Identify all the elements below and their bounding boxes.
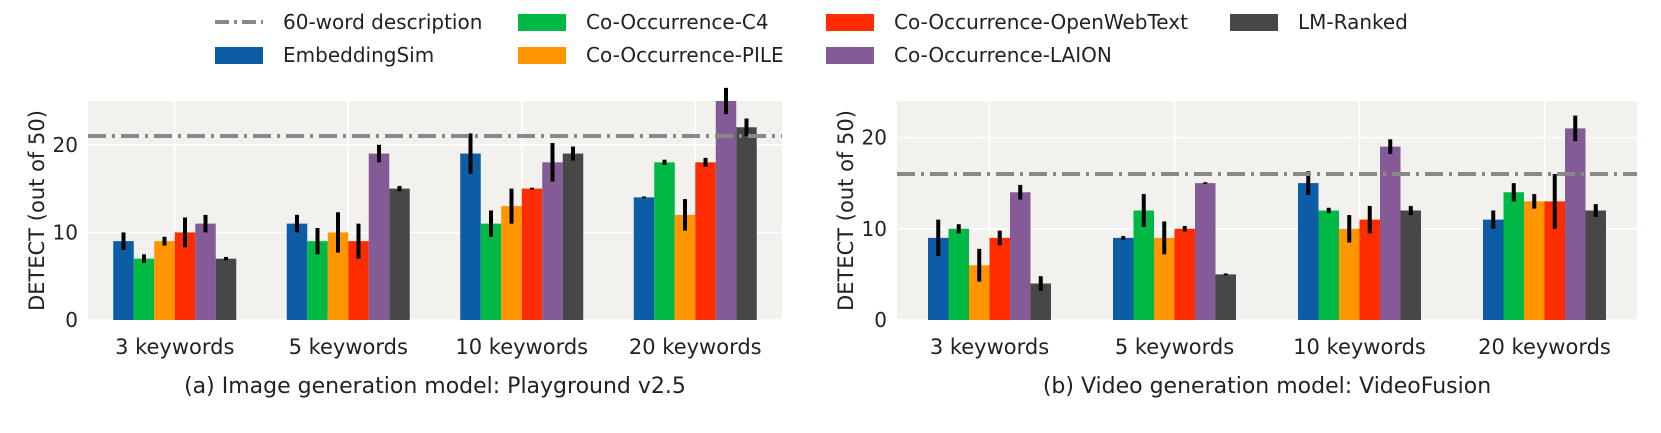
y-tick-label: 20 bbox=[862, 126, 887, 150]
bar-lm-ranked-20-keywords bbox=[1585, 210, 1606, 320]
x-tick-label: 10 keywords bbox=[455, 335, 588, 359]
chart-legend: 60-word description EmbeddingSim Co-Occurr… bbox=[215, 10, 1408, 67]
x-tick-label: 5 keywords bbox=[289, 335, 408, 359]
x-tick-label: 10 keywords bbox=[1293, 335, 1426, 359]
bar-co-occurrence-laion-20-keywords bbox=[715, 101, 737, 320]
bar-embeddingsim-10-keywords bbox=[1298, 183, 1319, 320]
bar-co-occurrence-pile-5-keywords bbox=[1154, 237, 1175, 320]
legend-label-co-occurrence-laion: Co-Occurrence-LAION bbox=[894, 43, 1112, 67]
bar-embeddingsim-20-keywords bbox=[633, 197, 655, 320]
bar-co-occurrence-c4-3-keywords bbox=[133, 258, 155, 320]
bar-embeddingsim-3-keywords bbox=[928, 237, 949, 320]
x-tick-label: 5 keywords bbox=[1115, 335, 1234, 359]
y-tick-label: 10 bbox=[53, 220, 78, 244]
bar-co-occurrence-c4-20-keywords bbox=[1503, 192, 1524, 320]
legend-label-co-occurrence-pile: Co-Occurrence-PILE bbox=[586, 43, 784, 67]
bar-co-occurrence-pile-5-keywords bbox=[327, 232, 349, 320]
bar-co-occurrence-laion-5-keywords bbox=[1195, 183, 1216, 320]
legend-swatch-embeddingsim bbox=[215, 47, 263, 64]
bar-co-occurrence-c4-5-keywords bbox=[307, 241, 328, 320]
bar-co-occurrence-pile-20-keywords bbox=[674, 214, 696, 320]
bar-lm-ranked-10-keywords bbox=[562, 153, 584, 320]
bar-co-occurrence-c4-3-keywords bbox=[948, 228, 969, 320]
bar-co-occurrence-laion-3-keywords bbox=[195, 223, 216, 320]
bar-co-occurrence-pile-10-keywords bbox=[501, 206, 522, 320]
bar-co-occurrence-openwebtext-20-keywords bbox=[1544, 201, 1565, 320]
bar-lm-ranked-5-keywords bbox=[389, 188, 410, 320]
bar-co-occurrence-pile-3-keywords bbox=[154, 241, 175, 320]
bar-co-occurrence-openwebtext-5-keywords bbox=[348, 241, 369, 320]
bar-embeddingsim-5-keywords bbox=[1113, 237, 1134, 320]
legend-label-embeddingsim: EmbeddingSim bbox=[283, 43, 434, 67]
bar-embeddingsim-5-keywords bbox=[286, 223, 308, 320]
panel-caption: (a) Image generation model: Playground v… bbox=[184, 374, 686, 399]
x-tick-label: 20 keywords bbox=[629, 335, 762, 359]
bar-co-occurrence-laion-5-keywords bbox=[368, 153, 390, 320]
bar-lm-ranked-3-keywords bbox=[1030, 283, 1051, 320]
bar-co-occurrence-openwebtext-10-keywords bbox=[1359, 219, 1380, 320]
legend-label-60-word-description: 60-word description bbox=[283, 10, 482, 34]
bar-co-occurrence-openwebtext-3-keywords bbox=[989, 237, 1010, 320]
legend-swatch-lm-ranked bbox=[1230, 14, 1278, 31]
legend-label-co-occurrence-openwebtext: Co-Occurrence-OpenWebText bbox=[894, 10, 1188, 34]
bar-embeddingsim-3-keywords bbox=[113, 241, 134, 320]
bar-co-occurrence-laion-10-keywords bbox=[1380, 146, 1401, 320]
bar-co-occurrence-openwebtext-3-keywords bbox=[174, 232, 196, 320]
bar-lm-ranked-3-keywords bbox=[215, 258, 237, 320]
legend-label-lm-ranked: LM-Ranked bbox=[1298, 10, 1408, 34]
x-tick-label: 3 keywords bbox=[930, 335, 1049, 359]
bar-co-occurrence-c4-10-keywords bbox=[1318, 210, 1339, 320]
legend-swatch-co-occurrence-c4 bbox=[518, 14, 566, 31]
bar-co-occurrence-pile-20-keywords bbox=[1524, 201, 1545, 320]
bar-co-occurrence-c4-10-keywords bbox=[480, 223, 502, 320]
bar-lm-ranked-20-keywords bbox=[736, 127, 757, 320]
bar-co-occurrence-pile-3-keywords bbox=[969, 265, 990, 320]
panel-caption: (b) Video generation model: VideoFusion bbox=[1043, 374, 1491, 399]
x-tick-label: 20 keywords bbox=[1478, 335, 1611, 359]
legend-swatch-co-occurrence-openwebtext bbox=[826, 14, 874, 31]
y-axis-label: DETECT (out of 50) bbox=[25, 110, 49, 311]
bar-co-occurrence-laion-10-keywords bbox=[542, 162, 563, 320]
bar-embeddingsim-20-keywords bbox=[1483, 219, 1504, 320]
legend-label-co-occurrence-c4: Co-Occurrence-C4 bbox=[586, 10, 769, 34]
bar-co-occurrence-c4-20-keywords bbox=[654, 162, 675, 320]
bar-co-occurrence-pile-10-keywords bbox=[1339, 228, 1360, 320]
y-tick-label: 0 bbox=[874, 308, 887, 332]
x-tick-label: 3 keywords bbox=[115, 335, 234, 359]
bar-co-occurrence-laion-3-keywords bbox=[1010, 192, 1031, 320]
bar-co-occurrence-c4-5-keywords bbox=[1133, 210, 1154, 320]
bar-lm-ranked-10-keywords bbox=[1400, 210, 1421, 320]
y-axis-label: DETECT (out of 50) bbox=[834, 110, 858, 311]
bar-co-occurrence-laion-20-keywords bbox=[1565, 128, 1586, 320]
bar-lm-ranked-5-keywords bbox=[1215, 274, 1236, 320]
legend-swatch-co-occurrence-pile bbox=[518, 47, 566, 64]
bar-co-occurrence-openwebtext-10-keywords bbox=[521, 188, 543, 320]
legend-swatch-co-occurrence-laion bbox=[826, 47, 874, 64]
y-tick-label: 0 bbox=[65, 308, 78, 332]
bar-co-occurrence-openwebtext-20-keywords bbox=[695, 162, 716, 320]
y-tick-label: 20 bbox=[53, 133, 78, 157]
y-tick-label: 10 bbox=[862, 217, 887, 241]
bar-co-occurrence-openwebtext-5-keywords bbox=[1174, 228, 1195, 320]
bar-embeddingsim-10-keywords bbox=[460, 153, 481, 320]
